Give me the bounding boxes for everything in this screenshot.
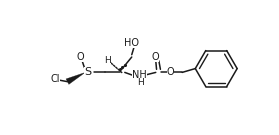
Text: Cl: Cl — [50, 74, 60, 84]
Text: S: S — [84, 67, 91, 77]
Text: H: H — [137, 78, 144, 87]
Text: HO: HO — [124, 38, 139, 48]
Text: O: O — [167, 67, 174, 77]
Polygon shape — [66, 72, 85, 84]
Text: NH: NH — [132, 70, 147, 80]
Text: O: O — [76, 52, 84, 62]
Text: H: H — [104, 56, 111, 65]
Text: O: O — [151, 52, 159, 62]
